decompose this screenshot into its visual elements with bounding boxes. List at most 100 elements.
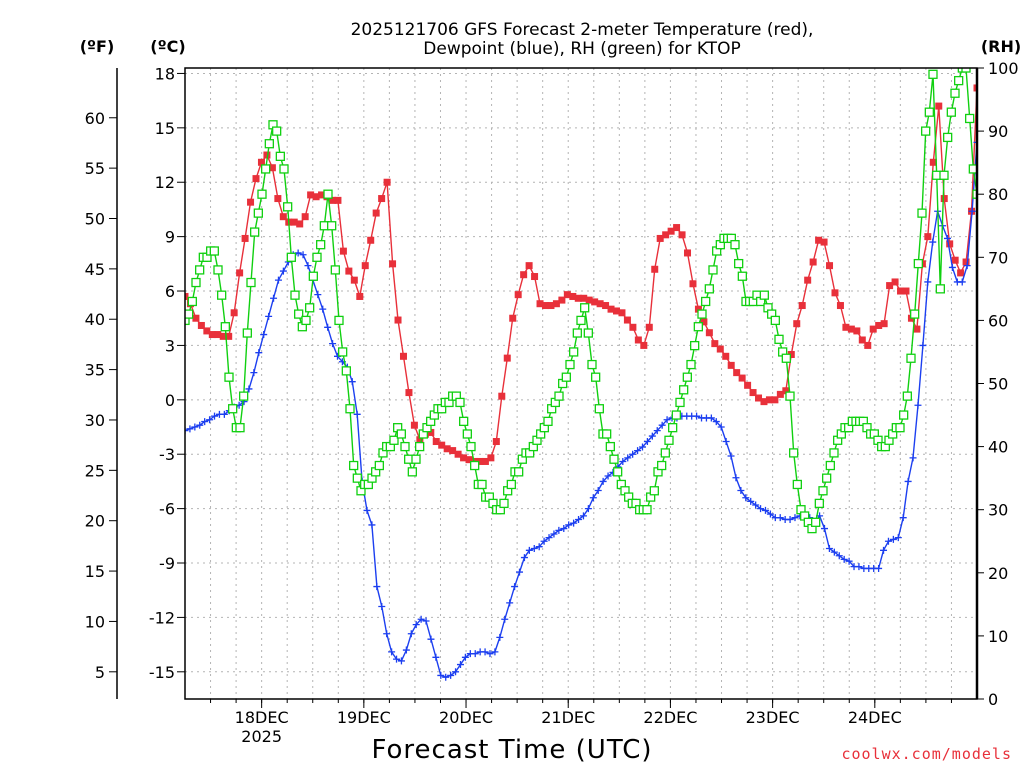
temperature-point xyxy=(301,213,309,221)
celsius-tick-label: 18 xyxy=(155,64,175,83)
temperature-point xyxy=(700,318,708,326)
rh-point xyxy=(902,391,912,401)
temperature-point xyxy=(684,249,692,257)
temperature-point xyxy=(257,158,265,166)
fahrenheit-tick-label: 55 xyxy=(85,159,105,178)
x-axis-title: Forecast Time (UTC) xyxy=(371,735,652,765)
temperature-point xyxy=(602,302,610,310)
temperature-point xyxy=(787,350,795,358)
dewpoint-point xyxy=(274,276,282,284)
temperature-point xyxy=(541,302,549,310)
dewpoint-point xyxy=(560,525,568,533)
temperature-point xyxy=(328,196,336,204)
rh-point xyxy=(605,441,615,452)
rh-point xyxy=(679,385,689,395)
dewpoint-point xyxy=(545,534,553,542)
rh-point xyxy=(308,271,318,281)
rh-point xyxy=(924,107,934,117)
rh-point xyxy=(261,164,271,174)
rh-point xyxy=(811,517,821,527)
temperature-point xyxy=(765,396,773,404)
temperature-point xyxy=(853,327,861,335)
temperature-point xyxy=(618,309,626,317)
rh-point xyxy=(657,460,667,471)
rh-point xyxy=(730,240,740,250)
dewpoint-point xyxy=(486,650,494,658)
temperature-point xyxy=(733,369,741,377)
temperature-point xyxy=(673,224,681,232)
dewpoint-point xyxy=(821,525,829,533)
dewpoint-point xyxy=(594,486,602,494)
dewpoint-point xyxy=(481,648,489,656)
rh-point xyxy=(543,416,553,427)
dewpoint-point xyxy=(742,494,750,502)
rh-point xyxy=(569,347,579,357)
temperature-point xyxy=(645,323,653,331)
temperature-point xyxy=(263,151,271,159)
temperature-point xyxy=(345,267,353,275)
dewpoint-point xyxy=(520,554,528,562)
rh-point xyxy=(825,460,835,471)
temperature-point xyxy=(897,287,905,295)
rh-point xyxy=(272,126,282,136)
rh-tick-label: 100 xyxy=(988,59,1019,78)
temperature-point xyxy=(465,456,473,464)
temperature-point xyxy=(536,300,544,308)
rh-point xyxy=(242,328,252,338)
series-relative-humidity xyxy=(185,68,977,534)
temperature-point xyxy=(410,421,418,429)
celsius-tick-label: -15 xyxy=(149,663,175,682)
rh-point xyxy=(675,397,685,408)
dewpoint-point xyxy=(447,671,455,679)
temperature-point xyxy=(454,450,462,458)
temperature-point xyxy=(569,292,577,300)
rh-point xyxy=(250,227,260,237)
dewpoint-point xyxy=(550,530,558,538)
rh-point xyxy=(792,479,802,490)
dewpoint-point xyxy=(388,648,396,656)
dewpoint-point xyxy=(437,671,445,679)
celsius-tick-label: -6 xyxy=(159,500,175,519)
dewpoint-point xyxy=(353,410,361,418)
x-tick-sublabel: 2025 xyxy=(241,727,282,746)
rh-point xyxy=(910,309,920,319)
rh-point xyxy=(913,258,923,269)
x-tick-label: 23DEC xyxy=(746,708,800,727)
temperature-point xyxy=(831,289,839,297)
dewpoint-point xyxy=(766,510,774,518)
rh-point xyxy=(576,315,586,326)
dewpoint-point xyxy=(570,519,578,527)
rh-point xyxy=(697,309,707,319)
dewpoint-point xyxy=(368,521,376,529)
rh-point xyxy=(294,309,304,319)
temperature-point xyxy=(247,198,255,206)
rh-point xyxy=(814,498,824,509)
temperature-point xyxy=(607,305,615,313)
temperature-point xyxy=(662,231,670,239)
x-tick-label: 22DEC xyxy=(643,708,697,727)
temperature-point xyxy=(722,352,730,360)
temperature-point xyxy=(378,195,386,203)
dewpoint-point xyxy=(363,506,371,514)
rh-point xyxy=(708,265,718,275)
dewpoint-point xyxy=(835,552,843,560)
dewpoint-point xyxy=(575,515,583,523)
dewpoint-point xyxy=(496,633,504,641)
rh-point xyxy=(349,460,359,471)
temperature-point xyxy=(891,278,899,286)
rh-point xyxy=(770,315,780,326)
temperature-point xyxy=(929,158,937,166)
rh-point xyxy=(301,315,311,326)
dewpoint-point xyxy=(442,673,450,681)
rh-point xyxy=(323,189,333,199)
rh-point xyxy=(220,322,230,332)
rh-point xyxy=(275,151,285,161)
dewpoint-point xyxy=(245,385,253,393)
dewpoint-point xyxy=(511,583,519,591)
temperature-point xyxy=(678,231,686,239)
series-line xyxy=(185,142,977,678)
dewpoint-point xyxy=(324,323,332,331)
rh-point xyxy=(213,265,223,275)
rh-point xyxy=(246,277,256,288)
dewpoint-point xyxy=(206,416,214,424)
